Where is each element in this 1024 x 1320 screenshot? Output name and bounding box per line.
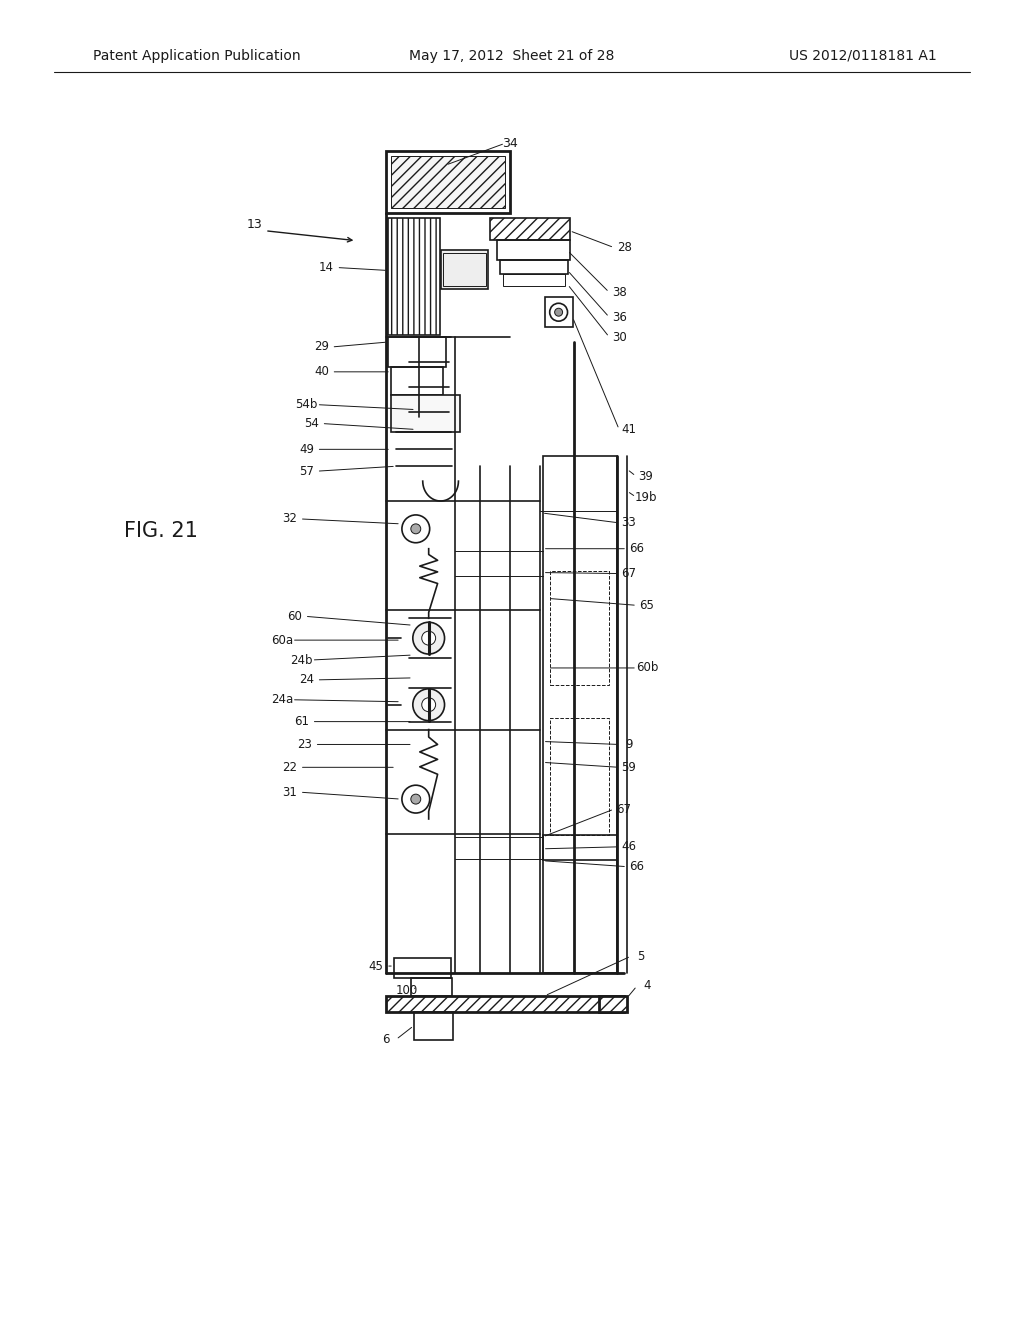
Bar	[442, 252, 486, 286]
Text: 31: 31	[283, 785, 297, 799]
Text: 46: 46	[622, 841, 637, 853]
Bar	[394, 958, 452, 978]
Text: 49: 49	[299, 442, 314, 455]
Text: 66: 66	[630, 861, 644, 874]
Circle shape	[411, 524, 421, 533]
Bar	[550, 570, 609, 685]
Text: 54: 54	[304, 417, 319, 430]
Bar	[503, 275, 564, 286]
Text: 22: 22	[283, 760, 297, 774]
Text: 67: 67	[622, 568, 637, 579]
Text: 24a: 24a	[270, 693, 293, 706]
Bar	[550, 718, 609, 834]
Text: 61: 61	[294, 715, 309, 729]
Bar	[388, 218, 439, 335]
Circle shape	[413, 689, 444, 721]
Bar	[543, 834, 617, 859]
Bar	[440, 249, 488, 289]
Bar	[490, 218, 569, 240]
Text: 60b: 60b	[636, 661, 658, 675]
Bar	[411, 978, 453, 995]
Bar	[391, 156, 505, 207]
Text: 40: 40	[314, 366, 329, 379]
Circle shape	[411, 795, 421, 804]
Text: 19b: 19b	[635, 491, 657, 503]
Text: 29: 29	[314, 341, 329, 354]
Text: 14: 14	[319, 261, 334, 275]
Bar	[388, 337, 445, 367]
Text: 34: 34	[502, 137, 518, 149]
Bar	[391, 395, 461, 433]
Text: 38: 38	[611, 286, 627, 298]
Bar	[543, 457, 617, 973]
Text: US 2012/0118181 A1: US 2012/0118181 A1	[788, 49, 937, 63]
Text: 24b: 24b	[291, 653, 313, 667]
Text: 33: 33	[622, 516, 636, 529]
Bar	[386, 995, 624, 1011]
Bar	[391, 367, 442, 395]
Text: 66: 66	[630, 543, 644, 556]
Bar	[386, 152, 510, 213]
Bar	[497, 240, 569, 260]
Bar	[414, 1011, 454, 1040]
Text: 32: 32	[283, 512, 297, 525]
Text: 67: 67	[616, 803, 632, 816]
Text: 60: 60	[288, 610, 302, 623]
Text: 6: 6	[382, 1034, 390, 1045]
Text: 13: 13	[246, 218, 262, 231]
Text: 57: 57	[299, 465, 314, 478]
Text: 23: 23	[297, 738, 312, 751]
Circle shape	[422, 698, 435, 711]
Text: FIG. 21: FIG. 21	[124, 521, 198, 541]
Text: 36: 36	[611, 310, 627, 323]
Text: 28: 28	[616, 242, 632, 255]
Text: 5: 5	[637, 949, 645, 962]
Text: 100: 100	[395, 985, 418, 998]
Circle shape	[413, 622, 444, 653]
Text: 41: 41	[622, 422, 637, 436]
Text: 45: 45	[369, 960, 384, 973]
Text: 24: 24	[299, 673, 314, 686]
Circle shape	[555, 309, 562, 317]
Text: 54b: 54b	[296, 399, 317, 411]
Text: 9: 9	[626, 738, 633, 751]
Bar	[500, 260, 567, 275]
Text: Patent Application Publication: Patent Application Publication	[93, 49, 301, 63]
Bar	[545, 297, 572, 327]
Text: 60a: 60a	[270, 634, 293, 647]
Circle shape	[550, 304, 567, 321]
Text: 4: 4	[643, 979, 650, 993]
Circle shape	[401, 515, 430, 543]
Circle shape	[401, 785, 430, 813]
Text: 30: 30	[611, 330, 627, 343]
Text: 59: 59	[622, 760, 637, 774]
Text: 39: 39	[638, 470, 653, 483]
Text: 65: 65	[639, 599, 654, 612]
Bar	[599, 995, 627, 1011]
Text: May 17, 2012  Sheet 21 of 28: May 17, 2012 Sheet 21 of 28	[410, 49, 614, 63]
Circle shape	[422, 631, 435, 645]
